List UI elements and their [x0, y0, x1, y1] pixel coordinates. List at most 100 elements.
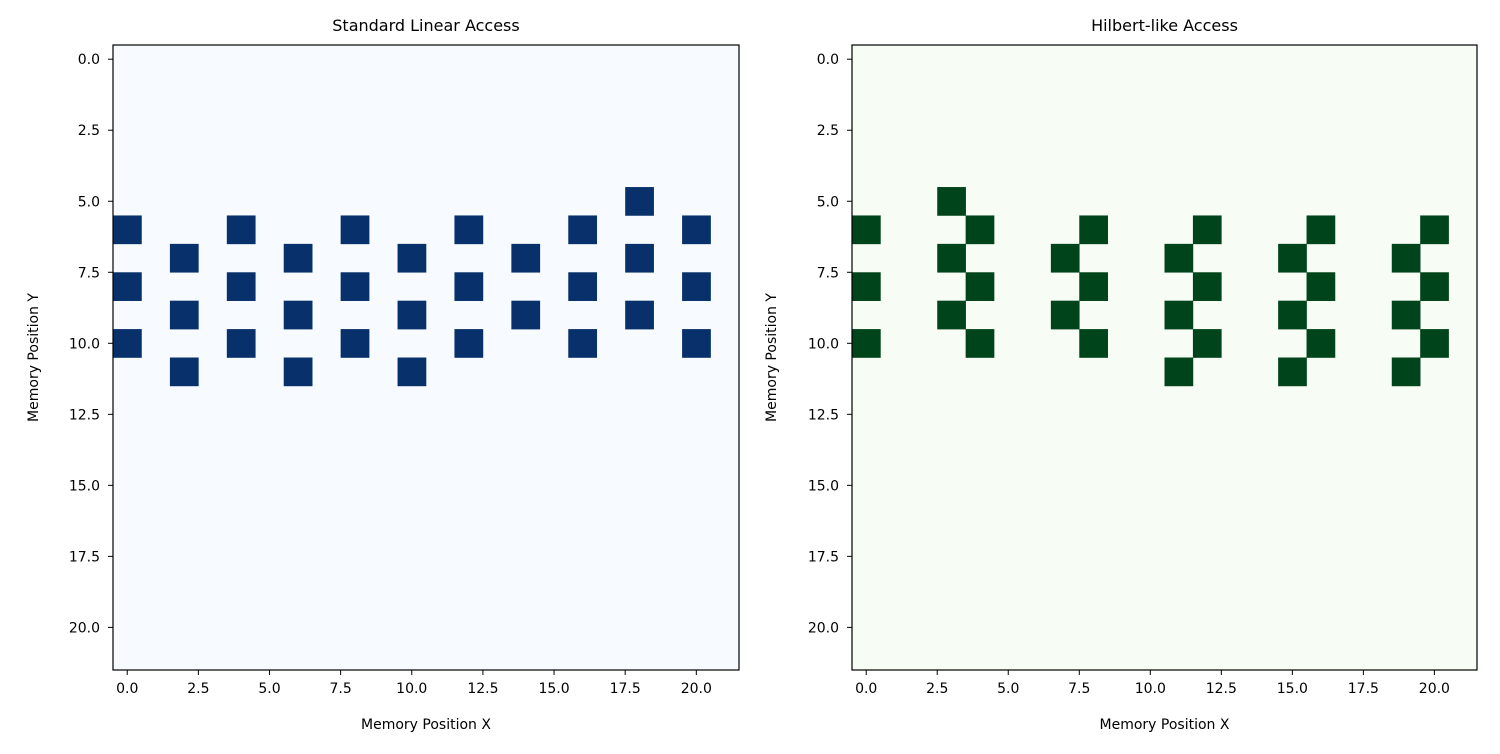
right-heatmap-cell — [965, 215, 995, 245]
right-heatmap-cell — [1391, 300, 1421, 330]
right-heatmap-cell — [1079, 329, 1108, 358]
left-chart-ylabel: Memory Position Y — [26, 293, 42, 422]
left-heatmap-cell — [113, 215, 142, 245]
right-x-tick-label: 12.5 — [1206, 681, 1237, 697]
left-heatmap-cell — [283, 300, 313, 330]
right-x-tick-label: 5.0 — [997, 681, 1019, 697]
right-heatmap-cell — [937, 300, 966, 330]
right-heatmap-cell — [852, 272, 881, 301]
left-x-tick-label: 20.0 — [681, 681, 712, 697]
left-heatmap-cell — [397, 300, 427, 330]
left-y-tick-label: 15.0 — [69, 478, 100, 494]
left-chart-xlabel: Memory Position X — [361, 717, 491, 733]
right-heatmap-cell — [1391, 357, 1421, 387]
right-heatmap-cell — [1306, 272, 1336, 301]
right-y-tick-label: 2.5 — [817, 123, 839, 139]
right-heatmap-cell — [1278, 243, 1307, 273]
right-heatmap-cell — [1278, 357, 1307, 387]
left-heatmap-cell — [340, 215, 370, 245]
left-y-tick-label: 5.0 — [78, 194, 100, 210]
left-heatmap-cell — [226, 272, 256, 301]
left-x-tick-label: 2.5 — [187, 681, 209, 697]
left-heatmap-cell — [625, 187, 654, 216]
left-heatmap-cell — [283, 243, 313, 273]
left-heatmap-cell — [682, 329, 711, 358]
right-y-tick-label: 0.0 — [817, 52, 839, 68]
left-heatmap-cell — [568, 329, 598, 358]
right-heatmap-cell — [937, 243, 966, 273]
right-chart-title: Hilbert-like Access — [1091, 16, 1238, 35]
left-heatmap-cell — [682, 272, 711, 301]
right-x-tick-label: 0.0 — [855, 681, 877, 697]
right-x-tick-label: 2.5 — [926, 681, 948, 697]
left-heatmap-cell — [454, 272, 484, 301]
left-heatmap-cell — [454, 329, 484, 358]
left-heatmap-cell — [511, 243, 541, 273]
left-x-tick-label: 17.5 — [610, 681, 641, 697]
right-heatmap-cell — [1420, 272, 1449, 301]
left-heatmap-cell — [568, 215, 598, 245]
left-heatmap-cell — [226, 329, 256, 358]
left-y-tick-label: 17.5 — [69, 549, 100, 565]
left-heatmap-cell — [113, 329, 142, 358]
left-heatmap-cell — [340, 329, 370, 358]
right-chart-ylabel: Memory Position Y — [764, 293, 780, 422]
left-heatmap-cell — [169, 243, 199, 273]
right-chart-xlabel: Memory Position X — [1100, 717, 1230, 733]
right-chart-panel: Hilbert-like Access Memory Position X Me… — [764, 16, 1478, 733]
right-x-tick-label: 20.0 — [1419, 681, 1450, 697]
left-heatmap-cell — [226, 215, 256, 245]
left-plot-frame — [112, 44, 740, 671]
right-y-tick-label: 10.0 — [808, 336, 839, 352]
left-heatmap-cell — [169, 300, 199, 330]
right-x-tick-label: 15.0 — [1277, 681, 1308, 697]
right-x-tick-label: 10.0 — [1135, 681, 1166, 697]
left-x-tick-label: 7.5 — [330, 681, 352, 697]
right-heatmap-cell — [1164, 300, 1194, 330]
left-chart-title: Standard Linear Access — [332, 16, 519, 35]
left-x-tick-label: 12.5 — [467, 681, 498, 697]
right-y-tick-label: 20.0 — [808, 620, 839, 636]
left-x-tick-label: 5.0 — [258, 681, 280, 697]
left-heatmap-cell — [340, 272, 370, 301]
left-y-tick-label: 12.5 — [69, 407, 100, 423]
right-heatmap-cell — [1192, 215, 1222, 245]
right-x-tick-label: 7.5 — [1068, 681, 1090, 697]
right-heatmap-cell — [937, 187, 966, 216]
right-y-tick-label: 17.5 — [808, 549, 839, 565]
right-heatmap-cell — [965, 272, 995, 301]
right-heatmap-cell — [1164, 357, 1194, 387]
right-heatmap-cell — [1192, 329, 1222, 358]
left-heatmap-cell — [397, 243, 427, 273]
right-heatmap-cell — [1079, 272, 1108, 301]
right-heatmap-cell — [1278, 300, 1307, 330]
right-heatmap-cell — [1192, 272, 1222, 301]
right-heatmap-cell — [1306, 215, 1336, 245]
left-heatmap-cell — [397, 357, 427, 387]
right-heatmap-cell — [1079, 215, 1108, 245]
right-x-tick-label: 17.5 — [1348, 681, 1379, 697]
right-heatmap-cell — [1050, 300, 1080, 330]
right-heatmap-cell — [1391, 243, 1421, 273]
right-heatmap-cell — [1420, 215, 1449, 245]
right-y-tick-label: 12.5 — [808, 407, 839, 423]
right-heatmap-cell — [965, 329, 995, 358]
right-heatmap-cell — [1050, 243, 1080, 273]
left-heatmap-cell — [625, 300, 654, 330]
left-chart-panel: Standard Linear Access Memory Position X… — [26, 16, 740, 733]
left-heatmap-cell — [511, 300, 541, 330]
left-heatmap-cell — [283, 357, 313, 387]
left-heatmap-cell — [169, 357, 199, 387]
left-x-tick-label: 10.0 — [396, 681, 427, 697]
right-heatmap-cell — [1420, 329, 1449, 358]
left-y-tick-label: 7.5 — [78, 265, 100, 281]
right-y-tick-label: 15.0 — [808, 478, 839, 494]
left-y-tick-label: 2.5 — [78, 123, 100, 139]
left-y-tick-label: 0.0 — [78, 52, 100, 68]
left-x-tick-label: 15.0 — [538, 681, 569, 697]
left-y-tick-label: 20.0 — [69, 620, 100, 636]
right-heatmap-cell — [1164, 243, 1194, 273]
left-heatmap-cell — [454, 215, 484, 245]
